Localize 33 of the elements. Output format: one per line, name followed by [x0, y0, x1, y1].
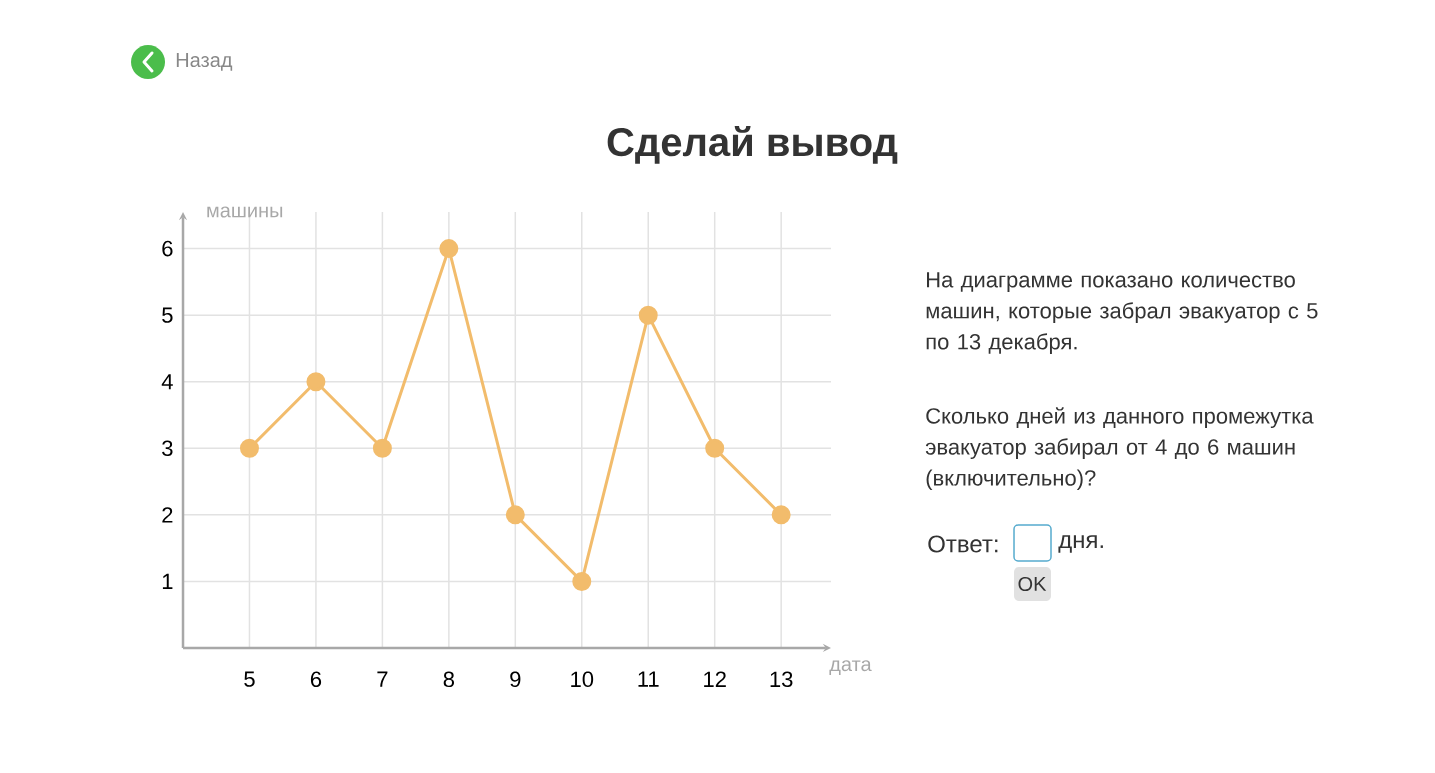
chart-title: Сделай вывод — [607, 126, 898, 164]
y-tick-label: 4 — [161, 374, 173, 390]
y-tick-label: 1 — [162, 573, 173, 589]
point — [771, 505, 791, 525]
point — [372, 438, 392, 458]
y-tick-label: 2 — [162, 507, 173, 523]
point — [638, 305, 658, 325]
x-tick-label: 12 — [704, 671, 726, 687]
y-tick-label: 6 — [162, 240, 173, 257]
x-tick-label: 11 — [638, 671, 659, 687]
x-tick-label: 6 — [310, 671, 322, 688]
point — [439, 239, 459, 259]
text: Назад — [176, 53, 233, 71]
x-axis-title: дата — [829, 660, 872, 675]
text: На диаграмме показано количество машин, которые забрал эвакуатор с 5 по 13 декабря. — [926, 272, 1318, 354]
point — [306, 372, 326, 392]
text: дня. — [1058, 535, 1103, 553]
y-tick-label: 3 — [162, 440, 173, 457]
x-tick-label: 13 — [770, 671, 793, 688]
point — [505, 505, 525, 525]
text: OK — [1018, 576, 1047, 592]
text: Ответ: — [928, 535, 998, 553]
x-tick-label: 9 — [510, 671, 521, 688]
text: Сколько дней из данного промежутка эвакуатор забирал от 4 до 6 машин (включительно)? — [925, 407, 1314, 491]
x-tick-label: 5 — [244, 671, 255, 687]
point — [705, 438, 725, 458]
y-tick-label: 5 — [162, 307, 173, 323]
x-tick-label: 8 — [443, 671, 455, 688]
x-tick-label: 7 — [377, 671, 388, 687]
point — [239, 438, 259, 458]
y-axis-title: машины — [207, 206, 283, 218]
x-tick-label: 10 — [571, 671, 594, 688]
point — [572, 571, 592, 591]
